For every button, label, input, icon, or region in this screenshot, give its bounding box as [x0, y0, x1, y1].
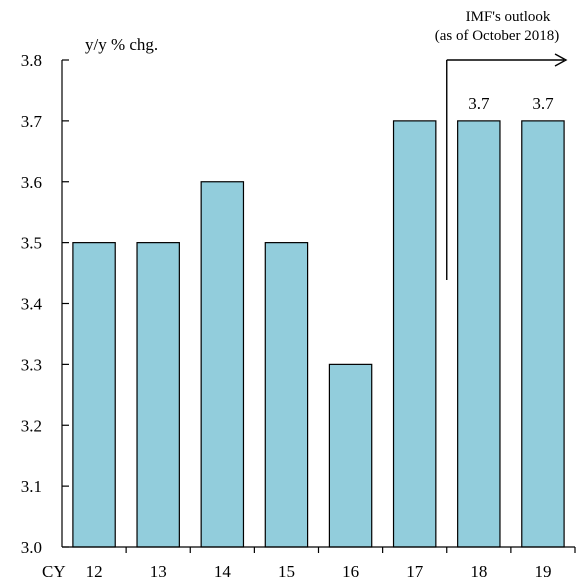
bar-17 [392, 120, 437, 548]
y-ticks-group: 3.0 3.1 3.2 3.3 3.4 3.5 3.6 3.7 3.8 [21, 51, 69, 557]
x-tick-label-13: 13 [150, 562, 167, 581]
data-labels-group: 3.7 3.7 [468, 94, 554, 113]
x-tick-label-12: 12 [86, 562, 103, 581]
bar-19 [521, 120, 565, 548]
y-axis-unit-label: y/y % chg. [85, 35, 158, 54]
x-tick-label-16: 16 [342, 562, 359, 581]
x-axis-prefix-label: CY [42, 562, 66, 581]
x-tick-label-14: 14 [214, 562, 232, 581]
outlook-annotation-line2: (as of October 2018) [435, 28, 560, 44]
outlook-arrow-head [554, 53, 568, 67]
outlook-arrow [446, 53, 568, 280]
y-tick-label-3.2: 3.2 [21, 416, 42, 435]
y-tick-label-3.4: 3.4 [21, 295, 43, 314]
x-tick-label-19: 19 [534, 562, 551, 581]
y-tick-label-3.5: 3.5 [21, 234, 42, 253]
data-label-18: 3.7 [468, 94, 490, 113]
x-tick-label-17: 17 [406, 562, 424, 581]
bars-group [72, 120, 565, 548]
x-tick-label-15: 15 [278, 562, 295, 581]
x-ticks-group: 12 13 14 15 16 17 18 19 [86, 547, 576, 581]
data-label-19: 3.7 [532, 94, 554, 113]
bar-13 [136, 242, 180, 548]
y-tick-label-3.7: 3.7 [21, 112, 43, 131]
y-tick-label-3.6: 3.6 [21, 173, 42, 192]
bar-16 [328, 363, 373, 548]
y-tick-label-3.1: 3.1 [21, 477, 42, 496]
bar-14 [200, 181, 245, 548]
bar-15 [264, 242, 309, 548]
outlook-annotation-line1: IMF's outlook [466, 9, 551, 25]
x-tick-label-18: 18 [470, 562, 487, 581]
bar-12 [72, 242, 116, 548]
y-tick-label-3.3: 3.3 [21, 355, 42, 374]
y-tick-label-3.0: 3.0 [21, 538, 42, 557]
bar-18 [457, 120, 501, 548]
y-tick-label-3.8: 3.8 [21, 51, 42, 70]
